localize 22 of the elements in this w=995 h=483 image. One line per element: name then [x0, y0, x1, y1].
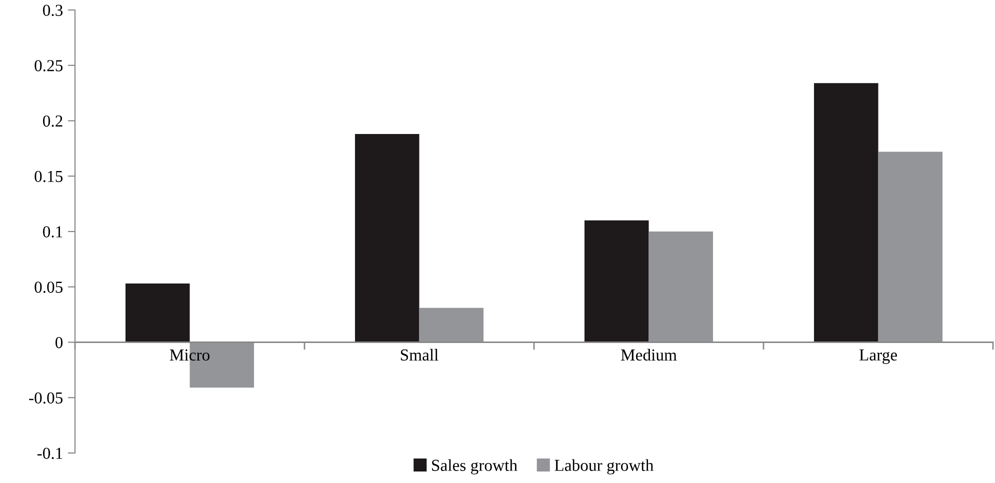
- bar: [354, 134, 420, 342]
- y-tick-label: 0.15: [34, 170, 63, 182]
- bar: [814, 83, 878, 342]
- legend-label: Sales growth: [432, 459, 518, 474]
- bar: [878, 152, 943, 342]
- y-tick-label: 0.05: [34, 282, 63, 293]
- y-tick-label: -0.1: [37, 448, 62, 460]
- y-tick-label: 0.1: [42, 226, 62, 238]
- bar: [584, 220, 649, 342]
- y-tick-label: 0: [55, 336, 63, 348]
- bar: [648, 232, 714, 342]
- x-tick-label: Large: [859, 350, 897, 364]
- y-tick-label: 0.2: [42, 115, 62, 127]
- y-tick-label: 0.25: [34, 60, 63, 72]
- x-tick-label: Micro: [170, 349, 210, 361]
- y-tick-label: -0.05: [29, 392, 63, 404]
- bar: [419, 308, 484, 342]
- x-tick-label: Small: [400, 348, 438, 361]
- legend-label: Labour growth: [554, 459, 654, 474]
- bar: [125, 284, 190, 342]
- x-tick-label: Medium: [620, 348, 677, 361]
- y-tick-label: 0.3: [42, 4, 63, 16]
